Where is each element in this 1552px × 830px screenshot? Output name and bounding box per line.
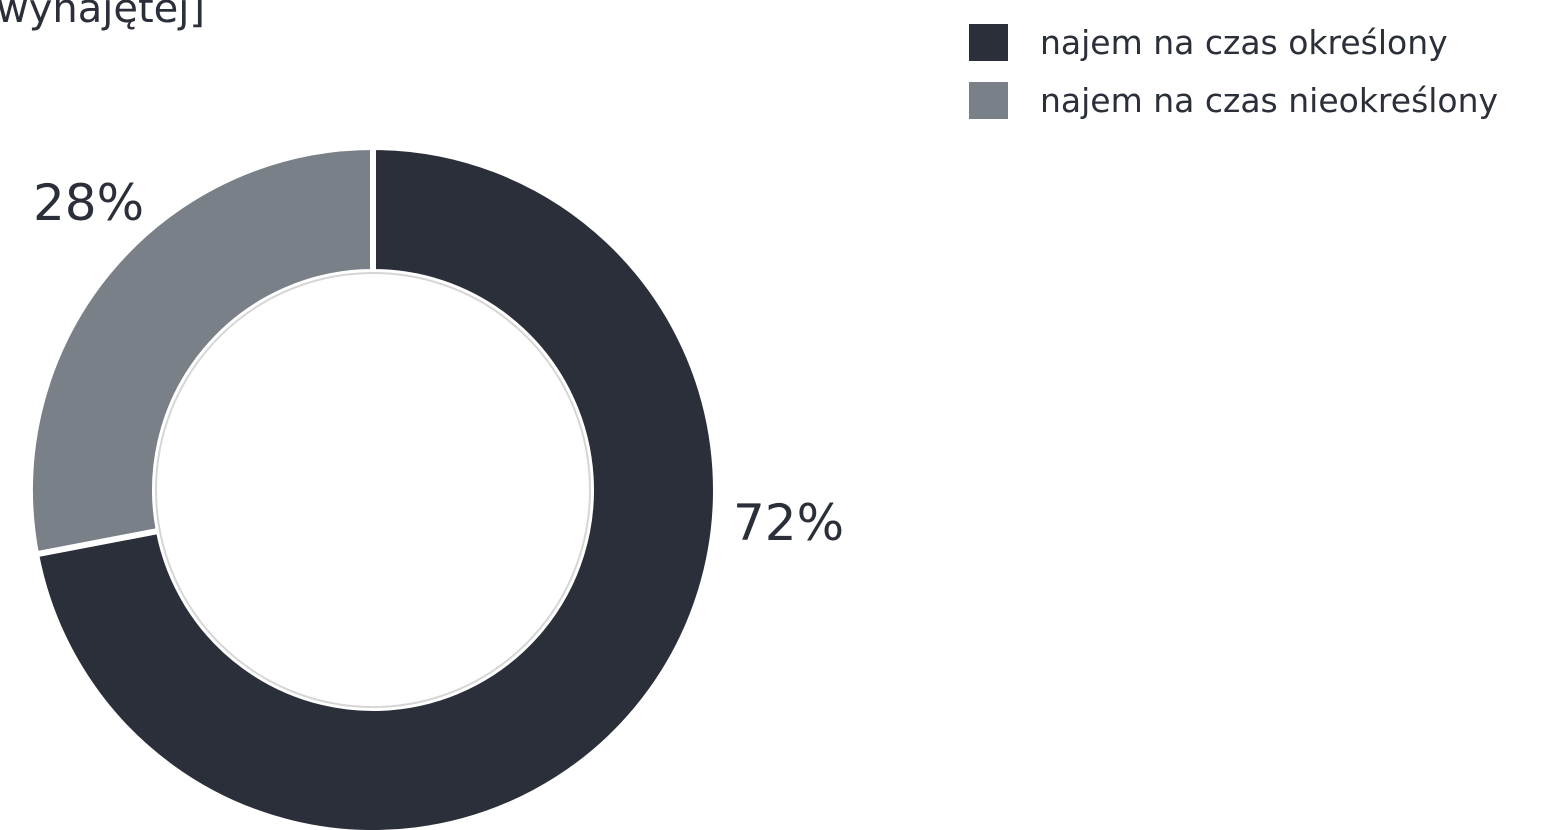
pie-slice — [27, 143, 376, 558]
data-label: 28% — [33, 174, 144, 232]
data-label: 72% — [733, 494, 844, 552]
legend-swatch — [969, 82, 1008, 119]
legend-label: najem na czas nieokreślony — [1040, 81, 1498, 120]
legend-swatch — [969, 24, 1008, 61]
chart-title: wynajętej] — [0, 0, 205, 32]
donut-hole-edge — [155, 272, 591, 708]
legend-label: najem na czas określony — [1040, 23, 1448, 62]
